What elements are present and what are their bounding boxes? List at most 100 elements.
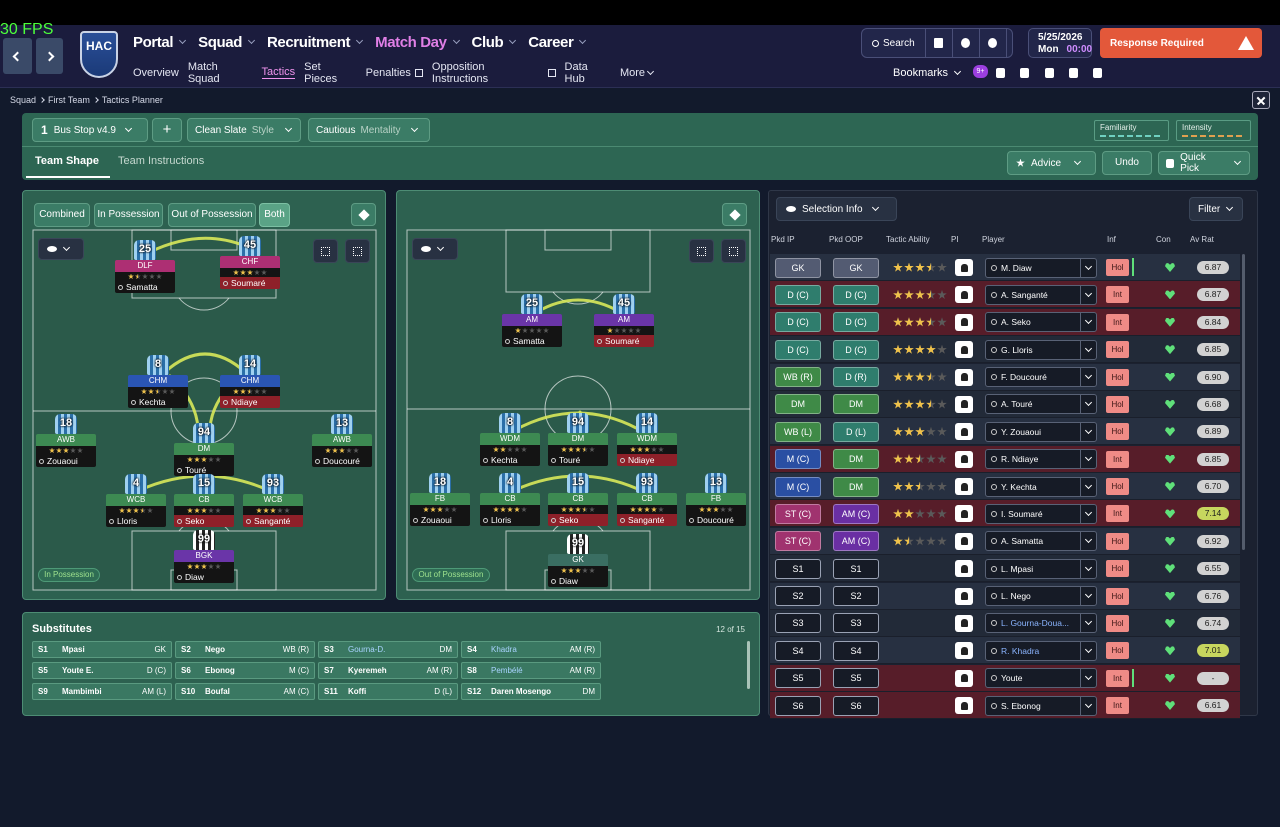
- nav-item[interactable]: Match Day: [375, 34, 460, 51]
- pitch-tool-button[interactable]: [345, 239, 370, 263]
- player-card[interactable]: 25 DLF Samatta: [115, 240, 175, 293]
- position-box[interactable]: S3: [833, 613, 879, 634]
- shape-filter[interactable]: Combined: [34, 203, 90, 227]
- player-select[interactable]: M. Diaw: [985, 257, 1097, 278]
- substitute-slot[interactable]: S8 Pembélé AM (R): [461, 662, 601, 679]
- column-header[interactable]: PI: [951, 235, 959, 244]
- forward-button[interactable]: [36, 38, 63, 74]
- nav-item[interactable]: Portal: [133, 34, 187, 51]
- player-card[interactable]: 25 AM Samatta: [502, 294, 562, 347]
- player-instructions-button[interactable]: [955, 697, 973, 714]
- date-box[interactable]: 5/25/2026 Mon 00:00: [1028, 28, 1092, 58]
- player-card[interactable]: 45 AM Soumaré: [594, 294, 654, 347]
- nav-item[interactable]: Squad: [198, 34, 256, 51]
- tab[interactable]: Team Instructions: [118, 155, 205, 167]
- nav-item[interactable]: Recruitment: [267, 34, 364, 51]
- breadcrumb-item[interactable]: Squad: [10, 94, 37, 105]
- position-box[interactable]: S1: [775, 558, 821, 579]
- position-box[interactable]: D (L): [833, 421, 879, 442]
- player-card[interactable]: 15 CB Seko: [174, 474, 234, 527]
- shape-filter[interactable]: In Possession: [94, 203, 163, 227]
- header-icon[interactable]: [1045, 68, 1054, 78]
- player-select[interactable]: A. Touré: [985, 394, 1097, 415]
- substitute-slot[interactable]: S11 Koffi D (L): [318, 683, 458, 700]
- position-box[interactable]: M (C): [775, 449, 821, 470]
- player-card[interactable]: 93 WCB Sanganté: [243, 474, 303, 527]
- player-select[interactable]: A. Seko: [985, 312, 1097, 333]
- player-instructions-button[interactable]: [955, 450, 973, 468]
- player-card[interactable]: 94 DM Touré: [548, 413, 608, 466]
- position-box[interactable]: S1: [833, 558, 879, 579]
- player-instructions-button[interactable]: [955, 478, 973, 495]
- subnav-item[interactable]: Opposition Instructions: [432, 61, 556, 85]
- player-select[interactable]: R. Khadra: [985, 640, 1097, 661]
- position-box[interactable]: D (C): [775, 339, 821, 360]
- position-box[interactable]: S4: [775, 640, 821, 661]
- pitch-settings-button[interactable]: [722, 203, 747, 226]
- player-card[interactable]: 94 DM Touré: [174, 423, 234, 476]
- player-card[interactable]: 99 BGK Diaw: [174, 530, 234, 583]
- column-header[interactable]: Av Rat: [1190, 235, 1214, 244]
- player-card[interactable]: 13 FB Doucouré: [686, 473, 746, 526]
- position-box[interactable]: D (C): [833, 312, 879, 333]
- close-button[interactable]: [1252, 91, 1270, 109]
- subnav-item[interactable]: More: [620, 67, 655, 79]
- player-card[interactable]: 4 WCB Lloris: [106, 474, 166, 527]
- substitute-slot[interactable]: S5 Youte E. D (C): [32, 662, 172, 679]
- substitute-slot[interactable]: S6 Ebonog M (C): [175, 662, 315, 679]
- view-toggle[interactable]: [38, 238, 84, 260]
- player-select[interactable]: F. Doucouré: [985, 367, 1097, 387]
- selection-info-button[interactable]: Selection Info: [776, 197, 897, 221]
- position-box[interactable]: D (C): [775, 284, 821, 305]
- player-instructions-button[interactable]: [955, 286, 973, 304]
- player-select[interactable]: L. Mpasi: [985, 558, 1097, 579]
- breadcrumb-item[interactable]: First Team: [48, 94, 90, 105]
- header-icon[interactable]: [1093, 68, 1102, 78]
- view-toggle[interactable]: [412, 238, 458, 260]
- style-select[interactable]: Clean Slate Style: [187, 118, 301, 142]
- position-box[interactable]: WB (R): [775, 367, 821, 387]
- substitute-slot[interactable]: S4 Khadra AM (R): [461, 641, 601, 658]
- position-box[interactable]: ST (C): [775, 531, 821, 552]
- club-crest[interactable]: HAC: [80, 31, 118, 78]
- player-card[interactable]: 99 GK Diaw: [548, 534, 608, 587]
- player-instructions-button[interactable]: [955, 341, 973, 359]
- player-select[interactable]: Y. Kechta: [985, 476, 1097, 497]
- nav-item[interactable]: Club: [472, 34, 518, 51]
- player-select[interactable]: G. Lloris: [985, 339, 1097, 360]
- player-card[interactable]: 8 WDM Kechta: [480, 413, 540, 466]
- position-box[interactable]: S4: [833, 640, 879, 661]
- subnav-item[interactable]: Penalties: [366, 67, 423, 79]
- position-box[interactable]: S2: [833, 586, 879, 606]
- column-header[interactable]: Con: [1156, 235, 1171, 244]
- intensity-meter[interactable]: Intensity: [1176, 120, 1251, 141]
- tactic-select[interactable]: 1 Bus Stop v4.9: [32, 118, 148, 142]
- pitch-tool-button[interactable]: [689, 239, 714, 263]
- undo-button[interactable]: Undo: [1102, 151, 1152, 175]
- header-icon[interactable]: [1020, 68, 1029, 78]
- player-card[interactable]: 93 CB Sanganté: [617, 473, 677, 526]
- header-icon[interactable]: [996, 68, 1005, 78]
- substitute-slot[interactable]: S7 Kyeremeh AM (R): [318, 662, 458, 679]
- position-box[interactable]: DM: [833, 394, 879, 415]
- player-card[interactable]: 18 FB Zouaoui: [410, 473, 470, 526]
- player-select[interactable]: L. Gourna-Doua...: [985, 613, 1097, 634]
- familiarity-meter[interactable]: Familiarity: [1094, 120, 1169, 141]
- subnav-item[interactable]: Tactics: [261, 66, 296, 79]
- position-box[interactable]: D (R): [833, 367, 879, 387]
- player-card[interactable]: 15 CB Seko: [548, 473, 608, 526]
- world-button[interactable]: [953, 29, 980, 57]
- player-card[interactable]: 8 CHM Kechta: [128, 355, 188, 408]
- subnav-item[interactable]: Overview: [133, 67, 179, 79]
- position-box[interactable]: DM: [833, 449, 879, 470]
- shape-filter[interactable]: Both: [259, 203, 290, 227]
- position-box[interactable]: M (C): [775, 476, 821, 497]
- player-instructions-button[interactable]: [955, 532, 973, 550]
- add-tactic[interactable]: +: [152, 118, 182, 142]
- player-card[interactable]: 4 CB Lloris: [480, 473, 540, 526]
- position-box[interactable]: S3: [775, 613, 821, 634]
- back-button[interactable]: [3, 38, 32, 74]
- position-box[interactable]: S6: [833, 695, 879, 716]
- position-box[interactable]: GK: [775, 257, 821, 278]
- settings-button[interactable]: [980, 29, 1007, 57]
